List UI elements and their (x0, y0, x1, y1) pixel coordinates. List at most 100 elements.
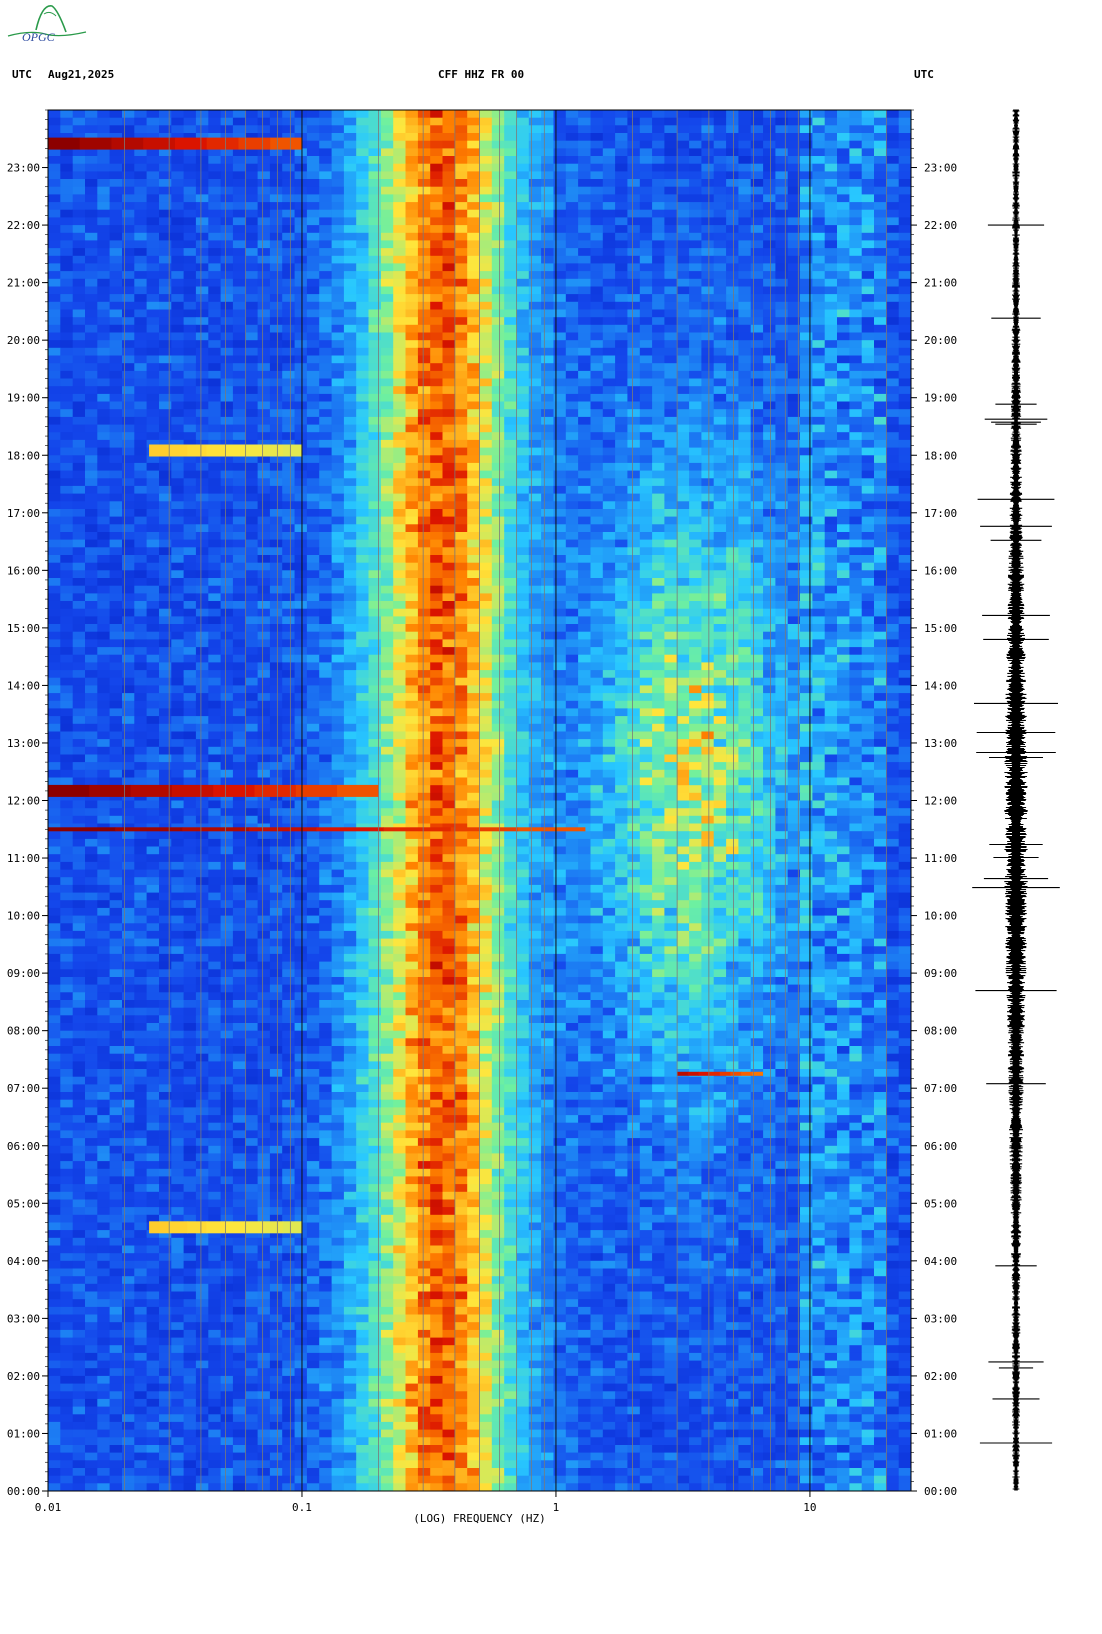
x-tick-label: 0.1 (292, 1501, 312, 1514)
y-tick-label-left: 13:00 (7, 737, 40, 750)
event-band-0 (115, 827, 183, 832)
event-band-0 (249, 827, 317, 832)
event-band-5 (149, 1221, 169, 1234)
y-tick-label-right: 19:00 (924, 392, 957, 405)
event-band-3 (677, 1071, 689, 1076)
svg-text:OPGC: OPGC (22, 30, 56, 44)
event-band-2 (175, 137, 208, 150)
y-tick-label-right: 17:00 (924, 507, 957, 520)
y-tick-label-right: 05:00 (924, 1197, 957, 1210)
event-band-2 (111, 137, 144, 150)
left-timezone-label: UTC (12, 68, 32, 81)
event-band-2 (48, 137, 81, 150)
event-band-4 (168, 444, 188, 457)
event-band-4 (225, 444, 246, 457)
y-tick-label-right: 13:00 (924, 737, 957, 750)
event-band-4 (263, 444, 284, 457)
y-tick-label-left: 15:00 (7, 622, 40, 635)
event-band-3 (687, 1071, 699, 1076)
axis-ticks: 00:00 00:00 01:00 01:00 02:00 02:00 03:00 03:00… (7, 109, 957, 1525)
event-band-2 (79, 137, 112, 150)
event-band-0 (383, 827, 452, 832)
y-tick-label-left: 18:00 (7, 449, 40, 462)
y-tick-label-right: 12:00 (924, 795, 957, 808)
y-tick-label-right: 14:00 (924, 679, 957, 692)
x-tick-label: 0.01 (35, 1501, 62, 1514)
y-tick-label-right: 10:00 (924, 910, 957, 923)
y-tick-label-left: 09:00 (7, 967, 40, 980)
event-band-1 (337, 784, 379, 797)
station-title: CFF HHZ FR 00 (438, 68, 525, 81)
y-tick-label-right: 21:00 (924, 277, 957, 290)
y-tick-label-left: 22:00 (7, 219, 40, 232)
y-tick-label-left: 07:00 (7, 1082, 40, 1095)
event-band-3 (709, 1071, 721, 1076)
y-tick-label-left: 05:00 (7, 1197, 40, 1210)
y-tick-label-left: 00:00 (7, 1485, 40, 1498)
y-tick-label-right: 11:00 (924, 852, 957, 865)
x-tick-label: 1 (553, 1501, 560, 1514)
opgc-logo: OPGC (7, 5, 87, 44)
y-tick-label-right: 08:00 (924, 1025, 957, 1038)
y-tick-label-right: 09:00 (924, 967, 957, 980)
y-tick-label-left: 16:00 (7, 564, 40, 577)
event-band-0 (450, 827, 519, 832)
event-band-5 (187, 1221, 207, 1234)
y-tick-label-left: 21:00 (7, 277, 40, 290)
y-tick-label-right: 04:00 (924, 1255, 957, 1268)
frequency-gridlines (124, 110, 887, 1491)
event-band-1 (89, 784, 132, 797)
event-band-5 (263, 1221, 284, 1234)
event-band-1 (130, 784, 173, 797)
event-band-5 (244, 1221, 265, 1234)
waveform-path (972, 109, 1060, 1491)
y-tick-label-left: 06:00 (7, 1140, 40, 1153)
event-band-0 (517, 827, 586, 832)
event-band-4 (206, 444, 226, 457)
event-band-5 (225, 1221, 246, 1234)
right-timezone-label: UTC (914, 68, 934, 81)
y-tick-label-left: 14:00 (7, 679, 40, 692)
event-band-5 (168, 1221, 188, 1234)
y-tick-label-left: 23:00 (7, 162, 40, 175)
event-band-5 (282, 1221, 303, 1234)
event-band-2 (206, 137, 239, 150)
event-band-1 (213, 784, 255, 797)
event-band-2 (238, 137, 271, 150)
y-tick-label-left: 02:00 (7, 1370, 40, 1383)
y-tick-label-right: 23:00 (924, 162, 957, 175)
y-tick-label-right: 01:00 (924, 1427, 957, 1440)
y-tick-label-right: 02:00 (924, 1370, 957, 1383)
date-label: Aug21,2025 (48, 68, 115, 81)
event-band-0 (316, 827, 384, 832)
event-band-3 (698, 1071, 710, 1076)
x-tick-label: 10 (803, 1501, 816, 1514)
y-tick-label-right: 18:00 (924, 449, 957, 462)
y-tick-label-right: 07:00 (924, 1082, 957, 1095)
event-band-4 (149, 444, 169, 457)
y-tick-label-right: 16:00 (924, 564, 957, 577)
event-band-3 (719, 1071, 731, 1076)
seismogram-trace (972, 109, 1060, 1491)
event-band-1 (48, 784, 90, 797)
event-band-1 (254, 784, 297, 797)
event-band-1 (171, 784, 214, 797)
y-tick-label-right: 03:00 (924, 1312, 957, 1325)
event-band-0 (182, 827, 250, 832)
event-band-1 (295, 784, 338, 797)
y-tick-label-left: 03:00 (7, 1312, 40, 1325)
y-tick-label-left: 11:00 (7, 852, 40, 865)
event-band-0 (48, 827, 116, 832)
event-band-2 (270, 137, 303, 150)
y-tick-label-left: 04:00 (7, 1255, 40, 1268)
y-tick-label-right: 00:00 (924, 1485, 957, 1498)
event-band-2 (143, 137, 176, 150)
event-band-4 (282, 444, 303, 457)
y-tick-label-right: 06:00 (924, 1140, 957, 1153)
event-band-3 (730, 1071, 742, 1076)
y-tick-label-right: 22:00 (924, 219, 957, 232)
y-tick-label-left: 10:00 (7, 910, 40, 923)
y-tick-label-left: 20:00 (7, 334, 40, 347)
event-band-3 (741, 1071, 753, 1076)
